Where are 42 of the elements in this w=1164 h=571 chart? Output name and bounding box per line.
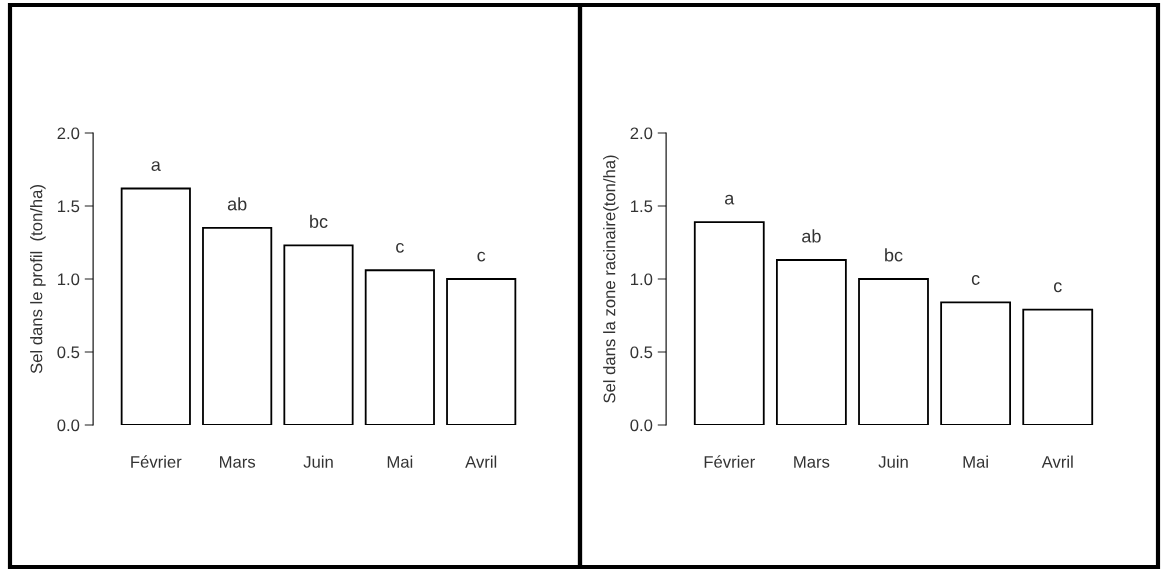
bar xyxy=(693,221,765,425)
annotation: a xyxy=(725,194,735,205)
x-tick-label: Février xyxy=(131,455,182,468)
annotation: c xyxy=(971,275,980,285)
y-tick-label: 0.0 xyxy=(630,419,653,432)
y-tick-label: 2.0 xyxy=(630,127,653,140)
annotation: c xyxy=(1053,282,1062,293)
y-tick-label: 1.0 xyxy=(631,273,653,286)
annotation: ab xyxy=(802,229,821,243)
y-tick-label: 0.5 xyxy=(57,346,80,359)
y-axis-title: Sel dans le profil (ton/ha) xyxy=(30,185,46,374)
y-tick-label: 0.0 xyxy=(57,419,80,432)
annotation: a xyxy=(151,161,161,172)
x-tick-label: Mai xyxy=(387,455,413,468)
y-axis-title: Sel dans la zone racinaire(ton/ha) xyxy=(603,155,619,403)
x-tick-label: Mars xyxy=(794,456,830,468)
bar xyxy=(1022,308,1094,425)
x-tick-label: Mai xyxy=(963,455,988,468)
x-tick-label: Mars xyxy=(220,456,256,468)
y-tick-label: 2.0 xyxy=(57,127,80,140)
bar xyxy=(283,244,354,425)
annotation: ab xyxy=(227,197,247,211)
y-tick-label: 1.0 xyxy=(58,273,80,286)
y-tick-label: 0.5 xyxy=(630,346,653,359)
annotation: bc xyxy=(885,248,903,262)
x-tick-label: Juin xyxy=(878,455,908,468)
y-tick-label: 1.5 xyxy=(631,200,653,213)
x-tick-label: Juin xyxy=(303,455,333,468)
x-tick-label: Avril xyxy=(1041,455,1073,468)
bar xyxy=(364,269,435,425)
annotation: c xyxy=(477,251,486,262)
x-tick-label: Février xyxy=(704,455,755,468)
y-tick-label: 1.5 xyxy=(58,200,80,213)
bar xyxy=(775,259,847,425)
bar xyxy=(446,278,517,425)
x-tick-label: Avril xyxy=(465,455,497,468)
bar xyxy=(940,301,1012,425)
bar xyxy=(120,187,191,425)
bar xyxy=(858,278,929,425)
annotation: bc xyxy=(310,214,328,228)
bar xyxy=(202,226,273,425)
annotation: c xyxy=(396,242,404,253)
